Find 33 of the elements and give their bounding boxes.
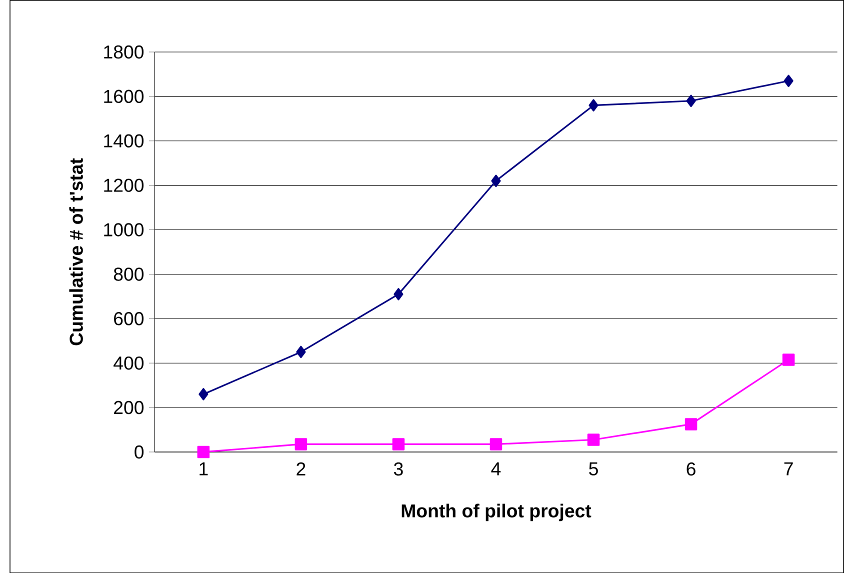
point xyxy=(392,438,405,450)
point xyxy=(198,388,208,400)
y-tick-label: 1000 xyxy=(104,222,144,236)
x-tick-label: 3 xyxy=(394,462,403,476)
y-tick-label: 600 xyxy=(114,312,144,326)
point xyxy=(588,99,598,112)
point xyxy=(686,94,696,107)
x-tick-label: 2 xyxy=(296,462,306,476)
point xyxy=(587,433,600,446)
x-axis-title: Month of pilot project xyxy=(402,504,592,522)
y-tick-label: 800 xyxy=(114,267,144,281)
point xyxy=(294,438,308,450)
x-tick-label: 1 xyxy=(200,462,208,476)
x-tick-label: 4 xyxy=(491,462,501,476)
x-tick-label: 6 xyxy=(686,462,696,476)
x-tick-label: 7 xyxy=(784,462,793,476)
y-tick-label: 1800 xyxy=(104,45,144,58)
point xyxy=(784,74,794,87)
y-axis-title: Cumulative # of t'stat xyxy=(69,158,83,346)
point xyxy=(684,418,698,430)
y-tick-label: 1400 xyxy=(104,134,144,148)
point xyxy=(394,288,404,300)
y-tick-label: 200 xyxy=(114,400,144,414)
y-tick-label: 1600 xyxy=(104,90,144,103)
point xyxy=(296,346,306,358)
point xyxy=(782,353,795,366)
y-tick-label: 0 xyxy=(134,445,144,458)
x-tick-label: 5 xyxy=(589,462,598,476)
y-tick-label: 400 xyxy=(114,356,144,370)
point xyxy=(490,438,502,450)
point xyxy=(197,446,210,458)
y-tick-label: 1200 xyxy=(104,178,144,192)
point xyxy=(491,174,501,187)
